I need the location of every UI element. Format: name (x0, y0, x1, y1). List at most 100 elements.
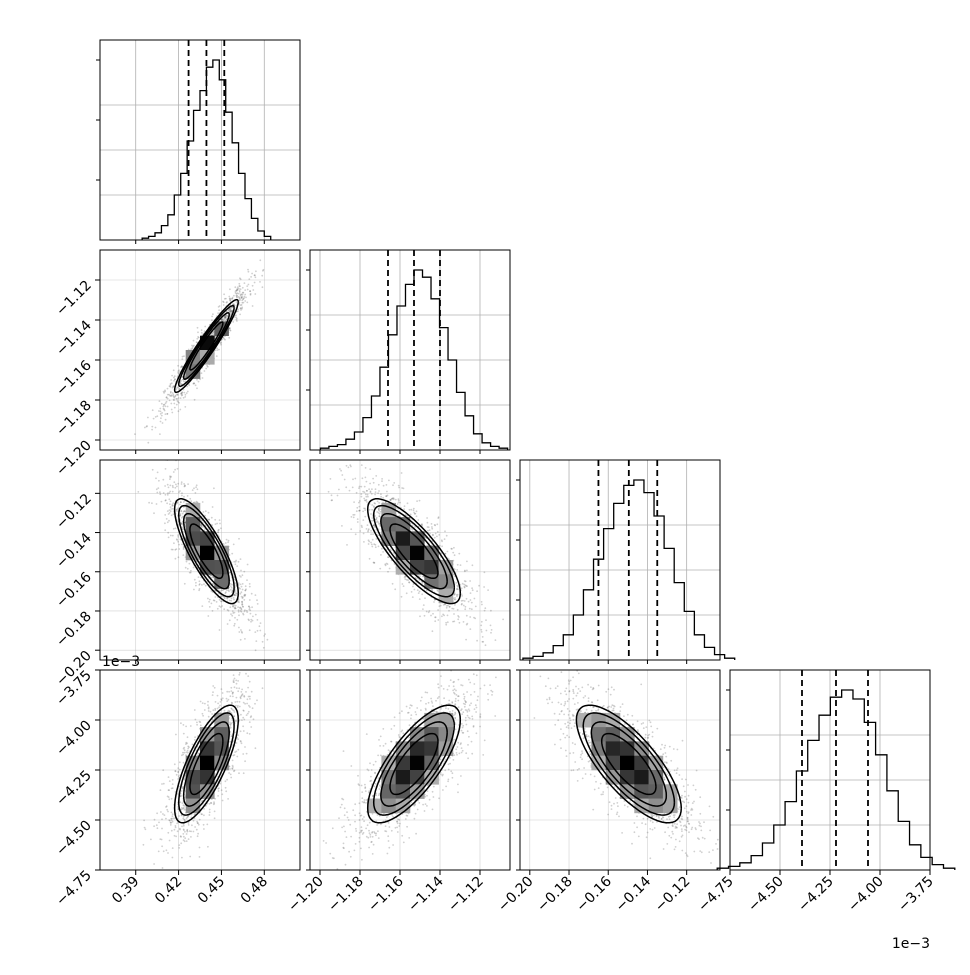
scatter-point (251, 606, 253, 608)
scatter-point (168, 492, 170, 494)
scatter-point (248, 606, 250, 608)
scatter-point (371, 517, 373, 519)
scatter-point (471, 602, 473, 604)
scatter-point (257, 619, 259, 621)
scatter-point (419, 598, 421, 600)
scatter-point (408, 582, 410, 584)
scatter-point (411, 591, 413, 593)
scatter-point (205, 510, 207, 512)
scatter-point (352, 487, 354, 489)
scatter-point (462, 583, 464, 585)
scatter-point (246, 732, 248, 734)
scatter-point (174, 835, 176, 837)
scatter-point (375, 546, 377, 548)
scatter-point (481, 604, 483, 606)
scatter-point (238, 285, 240, 287)
scatter-point (236, 619, 238, 621)
scatter-point (177, 507, 179, 509)
scatter-point (231, 702, 233, 704)
scatter-point (484, 571, 486, 573)
scatter-point (176, 404, 178, 406)
scatter-point (447, 621, 449, 623)
scatter-point (229, 309, 231, 311)
scatter-point (171, 409, 173, 411)
scatter-point (471, 608, 473, 610)
scatter-point (181, 366, 183, 368)
scatter-point (240, 610, 242, 612)
scatter-point (242, 613, 244, 615)
scatter-point (212, 691, 214, 693)
scatter-point (375, 491, 377, 493)
scatter-point (457, 564, 459, 566)
scatter-point (378, 508, 380, 510)
scatter-point (203, 828, 205, 830)
scatter-point (198, 576, 200, 578)
scatter-point (245, 297, 247, 299)
scatter-point (207, 846, 209, 848)
scatter-point (242, 287, 244, 289)
scatter-point (242, 604, 244, 606)
scatter-point (246, 302, 248, 304)
scatter-point (341, 474, 343, 476)
scatter-point (378, 546, 380, 548)
scatter-point (377, 492, 379, 494)
scatter-point (431, 526, 433, 528)
scatter-point (254, 293, 256, 295)
scatter-point (252, 616, 254, 618)
scatter-point (403, 585, 405, 587)
density-cell (396, 531, 411, 546)
scatter-point (469, 616, 471, 618)
scatter-point (193, 340, 195, 342)
scatter-panel-0-2 (100, 416, 300, 672)
scatter-point (180, 397, 182, 399)
scatter-point (352, 478, 354, 480)
scatter-point (189, 498, 191, 500)
scatter-point (438, 516, 440, 518)
scatter-point (436, 536, 438, 538)
scatter-point (482, 641, 484, 643)
scatter-point (183, 496, 185, 498)
scatter-point (371, 488, 373, 490)
scatter-point (364, 509, 366, 511)
scatter-point (177, 372, 179, 374)
scatter-point (161, 845, 163, 847)
scatter-point (346, 457, 348, 459)
scatter-point (453, 613, 455, 615)
scatter-point (220, 527, 222, 529)
scatter-point (178, 544, 180, 546)
scatter-point (136, 416, 138, 418)
scatter-point (427, 522, 429, 524)
scatter-point (203, 808, 205, 810)
scatter-point (160, 417, 162, 419)
scatter-point (444, 604, 446, 606)
histogram-panel-0 (96, 40, 300, 240)
scatter-point (173, 528, 175, 530)
scatter-point (251, 593, 253, 595)
scatter-point (429, 610, 431, 612)
scatter-point (223, 293, 225, 295)
scatter-point (250, 294, 252, 296)
scatter-point (145, 453, 147, 455)
scatter-point (244, 638, 246, 640)
scatter-point (152, 469, 154, 471)
scatter-point (434, 620, 436, 622)
scatter-point (242, 583, 244, 585)
scatter-point (231, 553, 233, 555)
scatter-point (178, 397, 180, 399)
scatter-point (239, 701, 241, 703)
scatter-point (230, 687, 232, 689)
scatter-point (234, 606, 236, 608)
scatter-point (172, 549, 174, 551)
scatter-point (153, 418, 155, 420)
scatter-point (236, 756, 238, 758)
scatter-point (480, 625, 482, 627)
scatter-point (348, 467, 350, 469)
scatter-point (226, 779, 228, 781)
scatter-point (240, 558, 242, 560)
scatter-point (240, 584, 242, 586)
scatter-point (464, 600, 466, 602)
scatter-point (353, 451, 355, 453)
scatter-point (367, 531, 369, 533)
scatter-point (204, 326, 206, 328)
scatter-point (175, 527, 177, 529)
